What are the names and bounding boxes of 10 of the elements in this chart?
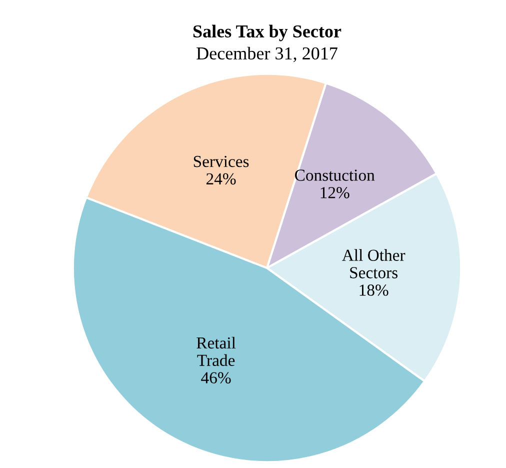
data-label: 24% <box>206 173 236 185</box>
data-label: 46% <box>201 372 231 384</box>
data-label: 12% <box>320 187 350 198</box>
slice-label: All Other Sectors <box>342 249 406 278</box>
slice-label: Constuction <box>295 170 375 181</box>
data-label: 18% <box>360 284 388 296</box>
slice-label: Retail Trade <box>196 336 236 366</box>
chart-title: Sales Tax by Sector <box>193 24 342 42</box>
chart-subtitle: December 31, 2017 <box>196 46 338 62</box>
slice-label: Services <box>194 156 249 168</box>
